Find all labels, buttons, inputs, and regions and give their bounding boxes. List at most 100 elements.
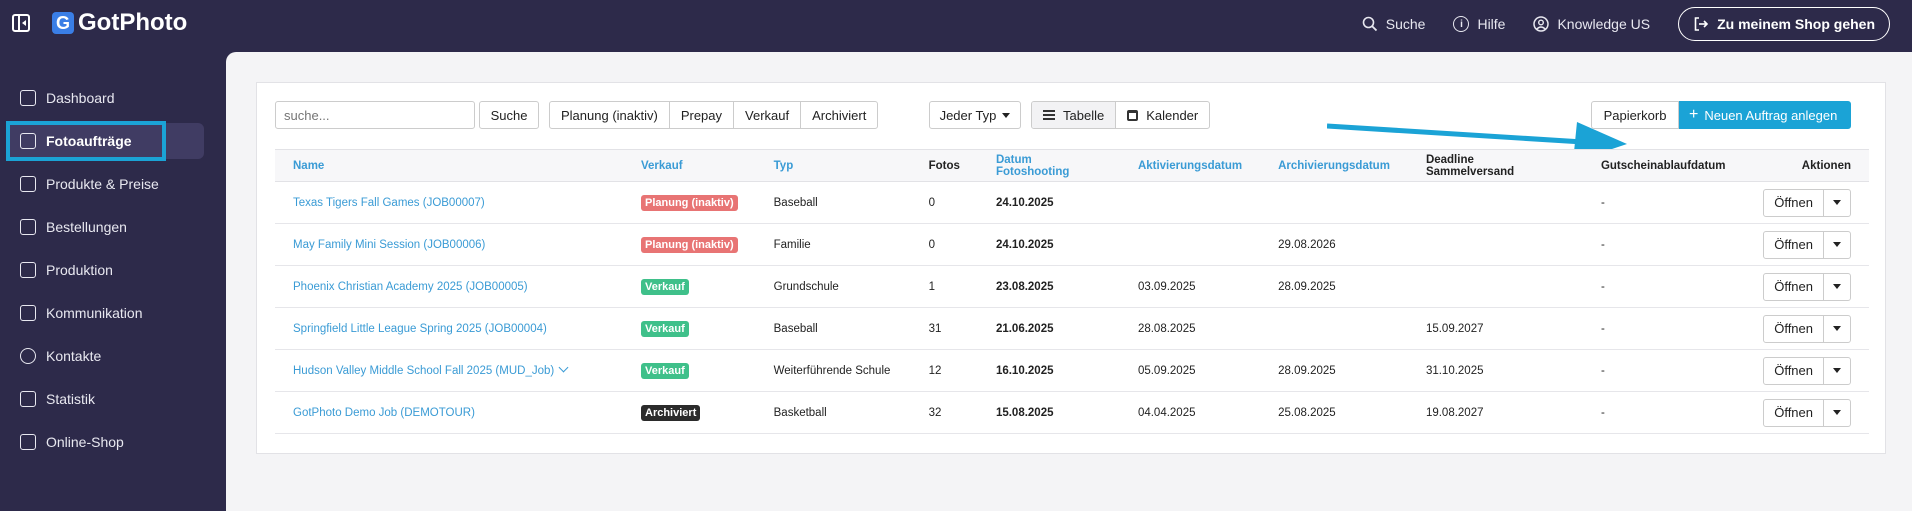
col-archivierungsdatum[interactable]: Archivierungsdatum bbox=[1260, 149, 1408, 182]
top-search-link[interactable]: Suche bbox=[1362, 16, 1426, 32]
sidebar-item-bestellungen[interactable]: Bestellungen bbox=[8, 209, 204, 245]
sidebar-item-label: Fotoaufträge bbox=[46, 133, 132, 149]
status-cell: Verkauf bbox=[623, 307, 756, 350]
chart-icon bbox=[20, 391, 36, 407]
actions-dropdown-button[interactable] bbox=[1824, 274, 1850, 300]
caret-down-icon bbox=[1833, 326, 1841, 331]
filter-archiviert[interactable]: Archiviert bbox=[812, 107, 867, 123]
sidebar-item-statistik[interactable]: Statistik bbox=[8, 381, 204, 417]
info-icon: i bbox=[1453, 16, 1470, 32]
go-to-shop-button[interactable]: Zu meinem Shop gehen bbox=[1678, 7, 1890, 41]
shoot-date-cell: 16.10.2025 bbox=[977, 349, 1120, 392]
col-gutschein: Gutscheinablaufdatum bbox=[1582, 149, 1744, 182]
sidebar-item-label: Produktion bbox=[46, 262, 113, 278]
photos-cell: 0 bbox=[910, 223, 978, 266]
actions-cell: Öffnen bbox=[1743, 265, 1869, 308]
new-job-button[interactable]: + Neuen Auftrag anlegen bbox=[1679, 101, 1851, 129]
sidebar-item-dashboard[interactable]: Dashboard bbox=[8, 80, 204, 116]
col-datum-fotoshooting[interactable]: Datum Fotoshooting bbox=[977, 149, 1120, 182]
type-cell: Baseball bbox=[755, 307, 911, 350]
sidebar-item-kontakte[interactable]: Kontakte bbox=[8, 338, 204, 374]
activation-date-cell: 03.09.2025 bbox=[1119, 265, 1261, 308]
photos-cell: 1 bbox=[910, 265, 978, 308]
open-button[interactable]: Öffnen bbox=[1764, 315, 1824, 342]
job-name-link[interactable]: Springfield Little League Spring 2025 (J… bbox=[275, 307, 623, 350]
col-name[interactable]: Name bbox=[275, 149, 623, 182]
table-row: Hudson Valley Middle School Fall 2025 (M… bbox=[275, 349, 1869, 392]
archive-date-cell: 28.09.2025 bbox=[1260, 349, 1408, 392]
actions-cell: Öffnen bbox=[1743, 349, 1869, 392]
col-verkauf[interactable]: Verkauf bbox=[623, 149, 756, 182]
trash-button[interactable]: Papierkorb bbox=[1591, 101, 1679, 129]
job-name-link[interactable]: Hudson Valley Middle School Fall 2025 (M… bbox=[275, 349, 623, 392]
actions-dropdown-button[interactable] bbox=[1824, 190, 1850, 216]
status-cell: Verkauf bbox=[623, 349, 756, 392]
actions-dropdown-button[interactable] bbox=[1824, 316, 1850, 342]
activation-date-cell bbox=[1119, 223, 1261, 266]
sidebar-item-online-shop[interactable]: Online-Shop bbox=[8, 424, 204, 460]
actions-dropdown-button[interactable] bbox=[1824, 358, 1850, 384]
view-table-button[interactable]: Tabelle bbox=[1032, 102, 1117, 128]
caret-down-icon bbox=[1833, 242, 1841, 247]
job-name-link[interactable]: GotPhoto Demo Job (DEMOTOUR) bbox=[275, 391, 623, 434]
top-help-link[interactable]: i Hilfe bbox=[1453, 16, 1505, 32]
sidebar-item-kommunikation[interactable]: Kommunikation bbox=[8, 295, 204, 331]
voucher-cell: - bbox=[1582, 223, 1744, 266]
search-input[interactable] bbox=[275, 101, 475, 129]
top-search-label: Suche bbox=[1385, 16, 1426, 32]
main-content: Suche Planung (inaktiv) Prepay Verkauf A… bbox=[226, 52, 1912, 511]
caret-down-icon bbox=[1833, 368, 1841, 373]
voucher-cell: - bbox=[1582, 181, 1744, 224]
open-button[interactable]: Öffnen bbox=[1764, 273, 1824, 300]
view-calendar-label: Kalender bbox=[1146, 107, 1199, 123]
col-aktivierungsdatum[interactable]: Aktivierungsdatum bbox=[1119, 149, 1261, 182]
sidebar-toggle-icon[interactable] bbox=[12, 14, 30, 32]
go-to-shop-label: Zu meinem Shop gehen bbox=[1717, 16, 1875, 32]
filter-verkauf[interactable]: Verkauf bbox=[734, 102, 802, 128]
actions-dropdown-button[interactable] bbox=[1824, 400, 1850, 426]
chevron-down-icon[interactable] bbox=[558, 362, 569, 372]
actions-dropdown-button[interactable] bbox=[1824, 232, 1850, 258]
table-header-row: Name Verkauf Typ Fotos Datum Fotoshootin… bbox=[275, 149, 1869, 182]
open-button-group: Öffnen bbox=[1763, 188, 1851, 217]
job-name-link[interactable]: Texas Tigers Fall Games (JOB00007) bbox=[275, 181, 623, 224]
job-name: May Family Mini Session (JOB00006) bbox=[293, 238, 486, 251]
home-icon bbox=[20, 90, 36, 106]
sidebar-item-produktion[interactable]: Produktion bbox=[8, 252, 204, 288]
deadline-cell: 31.10.2025 bbox=[1407, 349, 1583, 392]
sidebar-item-label: Statistik bbox=[46, 391, 96, 407]
col-fotos: Fotos bbox=[910, 149, 978, 182]
jobs-card: Suche Planung (inaktiv) Prepay Verkauf A… bbox=[256, 82, 1886, 454]
sidebar-item-fotoauftraege[interactable]: Fotoaufträge bbox=[6, 121, 204, 161]
activation-date-cell: 05.09.2025 bbox=[1119, 349, 1261, 392]
top-help-label: Hilfe bbox=[1477, 16, 1506, 32]
logo-text: GotPhoto bbox=[78, 9, 188, 36]
jobs-table: Name Verkauf Typ Fotos Datum Fotoshootin… bbox=[275, 149, 1869, 434]
sidebar-item-label: Dashboard bbox=[46, 90, 115, 106]
shoot-date-cell: 24.10.2025 bbox=[977, 223, 1120, 266]
col-typ[interactable]: Typ bbox=[755, 149, 911, 182]
view-calendar-button[interactable]: Kalender bbox=[1116, 102, 1209, 128]
search-button[interactable]: Suche bbox=[479, 101, 539, 129]
sidebar-item-produkte-preise[interactable]: Produkte & Preise bbox=[8, 166, 204, 202]
open-button[interactable]: Öffnen bbox=[1764, 357, 1824, 384]
filter-prepay[interactable]: Prepay bbox=[670, 102, 735, 128]
logo[interactable]: G GotPhoto bbox=[52, 9, 187, 37]
open-button[interactable]: Öffnen bbox=[1764, 189, 1824, 216]
job-name-link[interactable]: Phoenix Christian Academy 2025 (JOB00005… bbox=[275, 265, 623, 308]
photos-cell: 0 bbox=[910, 181, 978, 224]
open-button[interactable]: Öffnen bbox=[1764, 231, 1824, 258]
open-button[interactable]: Öffnen bbox=[1764, 399, 1824, 426]
deadline-cell bbox=[1407, 265, 1583, 308]
filter-planung[interactable]: Planung (inaktiv) bbox=[550, 102, 670, 128]
image-icon bbox=[20, 133, 36, 149]
account-menu[interactable]: Knowledge US bbox=[1533, 16, 1650, 32]
photos-cell: 32 bbox=[910, 391, 978, 434]
type-select[interactable]: Jeder Typ bbox=[929, 101, 1021, 129]
status-cell: Verkauf bbox=[623, 265, 756, 308]
sidebar-item-label: Produkte & Preise bbox=[46, 176, 159, 192]
job-name-link[interactable]: May Family Mini Session (JOB00006) bbox=[275, 223, 623, 266]
status-badge: Archiviert bbox=[641, 404, 701, 421]
caret-down-icon bbox=[1002, 112, 1011, 118]
plus-icon: + bbox=[1689, 106, 1699, 123]
